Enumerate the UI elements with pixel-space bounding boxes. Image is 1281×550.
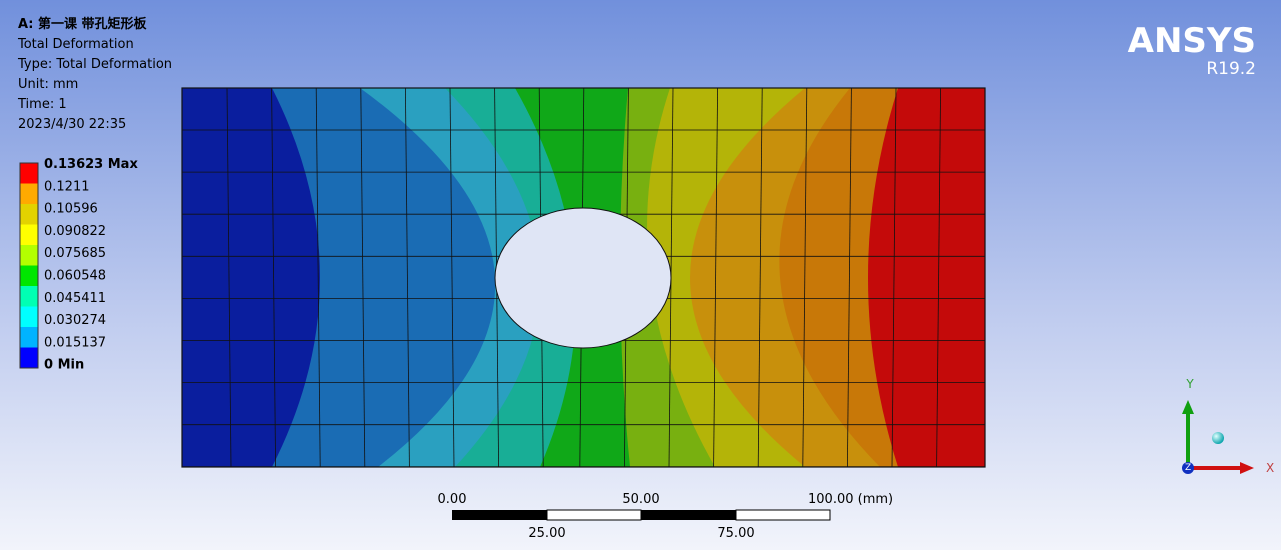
scale-label: 75.00 [717,526,754,541]
scale-segment [452,510,547,520]
z-axis-label: Z [1185,463,1191,473]
header: A: 第一课 带孔矩形板 Total Deformation Type: Tot… [17,16,172,132]
scale-segment [641,510,736,520]
header-line: Unit: mm [18,77,78,92]
scale-label: 50.00 [622,492,659,507]
scale-segment [735,509,831,521]
z-axis-dot [1182,462,1194,474]
mesh-line [271,87,276,468]
mesh-line [315,87,321,468]
legend-swatch [20,286,38,307]
header-line: 2023/4/30 22:35 [18,117,126,132]
contour-band [868,88,985,467]
x-axis-label: X [1266,461,1274,475]
legend-label: 0.075685 [44,246,106,261]
legend-label: 0.090822 [44,224,106,239]
scale-bar: 0.00 50.00 100.00 (mm) 25.00 75.00 [438,492,894,541]
header-line: Time: 1 [17,97,67,112]
legend-label: 0.10596 [44,202,98,217]
scale-label: 0.00 [438,492,467,507]
plate-border [181,87,986,468]
scale-segment [546,509,642,521]
scale-label: 100.00 (mm) [808,492,893,507]
hole [494,207,672,349]
legend-swatch [20,204,38,225]
legend-swatch [20,265,38,286]
mesh-line [226,87,232,468]
axis-triad: Y X Z [1182,377,1274,475]
y-axis-label: Y [1185,377,1194,391]
legend-frame [19,162,39,369]
header-line: Type: Total Deformation [17,57,172,72]
header-line: Total Deformation [17,37,134,52]
legend-label: 0.045411 [44,291,106,306]
legend-swatch [20,306,38,327]
rotation-center [1212,432,1224,444]
mesh-line [802,87,808,468]
scale-label: 25.00 [528,526,565,541]
mesh-line [847,87,852,468]
legend-label: 0.1211 [44,179,90,194]
mesh-line [891,87,897,468]
mesh-line [405,87,410,468]
header-line: A: 第一课 带孔矩形板 [18,16,148,32]
legend-swatch [20,327,38,348]
legend: 0.13623 Max 0.1211 0.10596 0.090822 0.075685… [19,157,138,373]
mesh-line [757,87,763,468]
mesh-line [360,87,366,468]
legend-swatch [20,245,38,266]
legend-label: 0.015137 [44,335,106,350]
y-arrow-head [1182,400,1194,414]
legend-label: 0.13623 Max [44,157,138,172]
x-arrow-head [1240,462,1254,474]
logo-version: R19.2 [1206,59,1256,79]
mesh-line [713,87,718,468]
contour-plot [181,87,986,468]
logo: ANSYS [1128,21,1256,61]
legend-swatch [20,163,38,184]
legend-label: 0 Min [44,358,84,373]
mesh-line [936,87,941,468]
mesh-line [449,87,455,468]
legend-swatch [20,183,38,204]
legend-label: 0.030274 [44,313,106,328]
legend-swatch [20,224,38,245]
legend-swatch [20,347,38,368]
legend-label: 0.060548 [44,269,106,284]
